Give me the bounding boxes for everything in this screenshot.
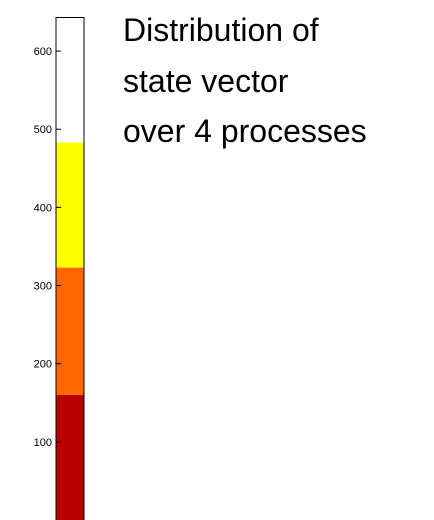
y-tick-label-200: 200 [34,359,52,371]
y-tick-label-100: 100 [34,437,52,449]
chart-title-line-1: Distribution of [123,12,319,48]
bar-segment-4 [56,17,84,143]
y-tick-label-500: 500 [34,124,52,136]
y-tick-label-300: 300 [34,281,52,293]
bar-segment-3 [56,142,84,268]
chart-title-line-2: state vector [123,63,289,99]
chart-title-line-3: over 4 processes [123,113,367,149]
y-tick-label-600: 600 [34,46,52,58]
bar-segment-2 [56,267,84,395]
bar-segment-1 [56,394,84,520]
y-tick-label-400: 400 [34,202,52,214]
y-axis-line [55,16,85,520]
